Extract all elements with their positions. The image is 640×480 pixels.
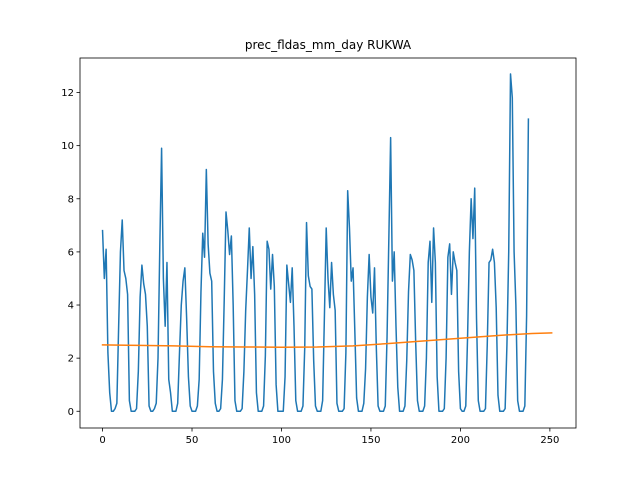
y-tick-label: 12 <box>61 88 74 99</box>
chart-title: prec_fldas_mm_day RUKWA <box>245 38 412 52</box>
series-precipitation <box>101 73 530 413</box>
x-tick-label: 0 <box>99 435 105 446</box>
series-line-precipitation <box>101 73 530 413</box>
series-line-trend <box>101 332 553 348</box>
y-tick-label: 4 <box>68 301 74 312</box>
x-tick-label: 50 <box>186 435 199 446</box>
y-tick-label: 0 <box>68 407 74 418</box>
series-trend <box>101 332 553 348</box>
y-tick-label: 2 <box>68 354 74 365</box>
x-tick-label: 100 <box>272 435 291 446</box>
y-tick-label: 10 <box>61 141 74 152</box>
x-tick-label: 200 <box>451 435 470 446</box>
y-tick-label: 6 <box>68 247 74 258</box>
plot-frame <box>79 57 577 429</box>
x-tick-label: 150 <box>361 435 380 446</box>
series-layer <box>101 73 553 413</box>
y-axis: 0 2 4 6 8 10 12 <box>61 88 80 418</box>
y-tick-label: 8 <box>68 194 74 205</box>
x-tick-label: 250 <box>540 435 559 446</box>
x-axis: 0 50 100 150 200 250 <box>99 428 559 446</box>
